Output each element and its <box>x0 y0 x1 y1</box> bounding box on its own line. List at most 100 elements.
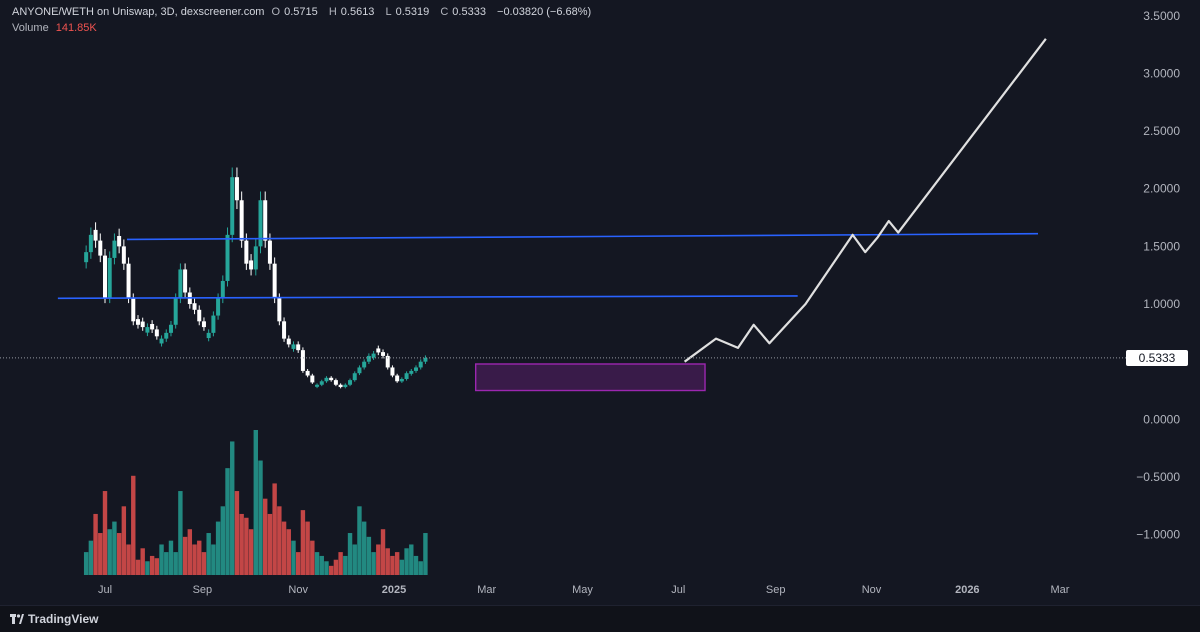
candle-body <box>371 353 376 358</box>
candle-body <box>282 321 287 339</box>
volume-bar <box>409 544 414 575</box>
volume-bar <box>248 529 254 575</box>
trendline-upper <box>126 232 1039 241</box>
candle-body <box>239 200 244 241</box>
ohlc-legend: ANYONE/WETH on Uniswap, 3D, dexscreener.… <box>12 6 595 18</box>
time-tick-label: Sep <box>193 584 213 596</box>
candle-body <box>329 377 334 381</box>
volume-value: 141.85K <box>55 22 97 34</box>
candle-body <box>93 229 98 241</box>
candle-body <box>315 384 320 387</box>
candle-body <box>333 380 338 385</box>
volume-bar <box>338 552 343 575</box>
volume-bar <box>98 533 103 575</box>
candle-body <box>178 269 183 299</box>
candle-series <box>84 167 428 389</box>
candle-body <box>168 324 173 333</box>
candle-body <box>88 234 93 253</box>
candle-body <box>291 344 296 349</box>
time-tick-label: Jul <box>98 584 112 596</box>
volume-bar <box>267 513 273 575</box>
volume-bar <box>310 540 315 575</box>
volume-bar <box>390 555 395 575</box>
candle-body <box>131 298 136 322</box>
volume-bar <box>404 548 409 575</box>
candle-body <box>249 260 254 270</box>
volume-bar <box>234 491 240 575</box>
candle-body <box>154 329 159 337</box>
candle-body <box>296 344 301 351</box>
volume-bar <box>413 555 419 575</box>
price-tick-label: 3.5000 <box>1143 9 1180 23</box>
volume-bar <box>230 441 235 575</box>
volume-bar <box>357 506 362 575</box>
volume-bar <box>201 552 207 575</box>
volume-bar <box>225 468 230 575</box>
volume-bar <box>263 498 268 575</box>
price-axis: 3.50003.00002.50002.00001.50001.00000.50… <box>1136 9 1180 542</box>
volume-bar <box>192 544 197 575</box>
time-tick-label: 2025 <box>382 584 406 596</box>
candle-body <box>362 361 367 368</box>
volume-bar <box>211 544 216 575</box>
time-tick-label: Mar <box>477 584 496 596</box>
volume-bar <box>281 521 287 575</box>
time-tick-label: Nov <box>288 584 308 596</box>
brand-label: TradingView <box>28 612 99 626</box>
trendline-lower <box>57 295 798 300</box>
close-value: 0.5333 <box>452 6 486 18</box>
price-tick-label: −0.5000 <box>1136 470 1180 484</box>
candle-body <box>423 357 428 362</box>
low-value: 0.5319 <box>395 6 430 18</box>
volume-bar <box>107 529 112 575</box>
time-tick-label: 2026 <box>955 584 979 596</box>
volume-bar <box>182 536 188 575</box>
tradingview-brand[interactable]: TradingView <box>10 612 98 626</box>
candle-body <box>286 338 291 345</box>
volume-bar <box>253 430 258 575</box>
candle-body <box>220 280 225 299</box>
current-price-tag: 0.5333 <box>1126 349 1188 366</box>
volume-bar <box>131 475 136 575</box>
candle-body <box>145 327 150 333</box>
volume-bar <box>178 491 183 575</box>
volume-bar <box>328 565 334 575</box>
symbol-title: ANYONE/WETH on Uniswap, 3D, dexscreener.… <box>12 6 265 18</box>
volume-bar <box>385 548 390 575</box>
time-tick-label: Mar <box>1051 584 1070 596</box>
volume-bar <box>215 521 221 575</box>
volume-bar <box>272 483 277 575</box>
candle-body <box>230 177 235 235</box>
volume-bar <box>149 555 155 575</box>
drawing-annotations <box>0 38 1130 392</box>
volume-bar <box>291 540 296 575</box>
time-tick-label: Jul <box>671 584 685 596</box>
candle-body <box>376 348 381 353</box>
open-label: O <box>271 6 281 18</box>
candle-body <box>216 298 221 316</box>
time-axis: Jul Sep Nov 2025 Mar May Jul Sep Nov 2026 Mar <box>98 584 1070 596</box>
volume-bar <box>399 559 405 575</box>
time-tick-label: May <box>572 584 593 596</box>
candle-body <box>310 375 315 383</box>
volume-bar <box>239 513 244 575</box>
volume-bar <box>135 559 141 575</box>
candle-body <box>98 240 103 256</box>
volume-bar <box>244 517 249 575</box>
volume-bar <box>418 561 423 575</box>
candle-body <box>395 375 400 382</box>
volume-bar <box>126 544 131 575</box>
open-value: 0.5715 <box>284 6 318 18</box>
candle-body <box>305 370 310 376</box>
volume-bar <box>380 529 386 575</box>
volume-bar <box>206 533 211 575</box>
volume-bar <box>102 491 108 575</box>
candle-body <box>126 263 131 299</box>
candle-body <box>112 240 117 258</box>
volume-bar <box>394 552 400 575</box>
range-box <box>474 363 706 392</box>
volume-bar <box>140 548 145 575</box>
volume-bar <box>352 544 357 575</box>
volume-bar <box>333 559 339 575</box>
